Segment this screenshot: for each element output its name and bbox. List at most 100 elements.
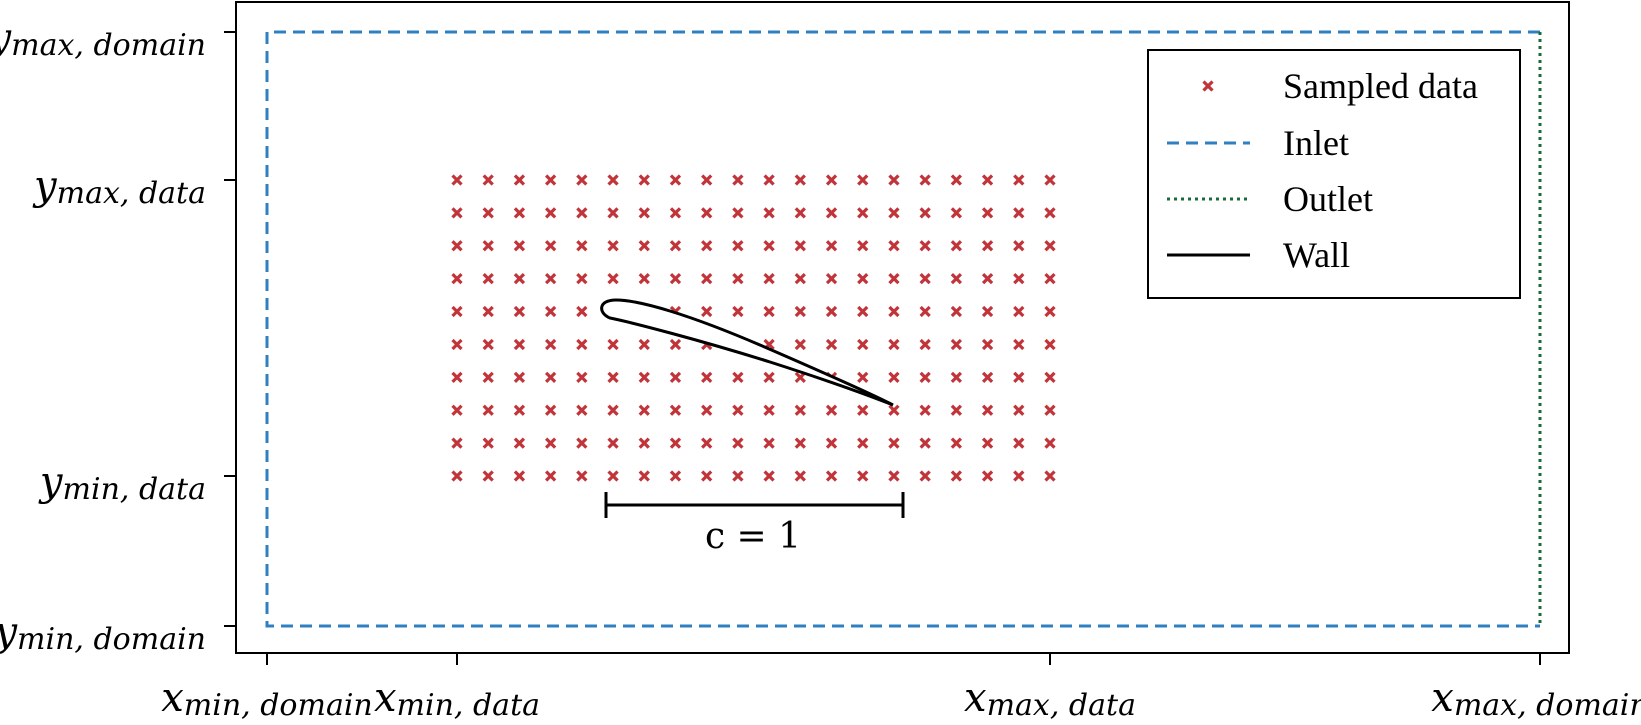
sampled-data-point: [732, 305, 744, 318]
legend-item-sampled: Sampled data: [1202, 66, 1478, 106]
sampled-data-point: [794, 338, 806, 351]
sampled-data-point: [669, 437, 682, 449]
sampled-data-point: [763, 174, 775, 186]
sampled-data-point: [888, 437, 900, 449]
sampled-data-point: [451, 371, 463, 383]
sampled-data-point: [763, 273, 775, 285]
sampled-data-point: [451, 470, 463, 482]
sampled-data-point: [638, 240, 650, 252]
sampled-data-point: [1013, 207, 1025, 219]
sampled-data-point: [482, 240, 494, 252]
sampled-data-point: [919, 404, 931, 416]
sampled-data-point: [638, 437, 650, 449]
sampled-data-point: [701, 207, 713, 219]
sampled-data-point: [1044, 470, 1056, 482]
sampled-data-point: [545, 174, 557, 186]
y-axis: [224, 31, 236, 627]
sampled-data-point: [669, 338, 682, 351]
sampled-data-point: [857, 404, 869, 416]
sampled-data-point: [888, 371, 900, 383]
sampled-data-point: [451, 437, 463, 449]
x-tick-min-data: xmin, data: [374, 675, 540, 723]
x-tick-min-domain: xmin, domain: [161, 675, 373, 723]
sampled-data-point: [576, 371, 588, 383]
sampled-data-point: [638, 470, 650, 482]
sampled-data-point: [950, 437, 962, 449]
sampled-data-point: [1013, 470, 1025, 482]
sampled-data-point: [732, 371, 744, 383]
sampled-data-point: [669, 240, 682, 252]
sampled-data-marker: [1202, 80, 1214, 92]
sampled-data-point: [919, 240, 931, 252]
sampled-data-point: [950, 207, 962, 219]
sampled-data-point: [482, 437, 494, 449]
sampled-data-point: [482, 174, 494, 186]
sampled-data-point: [451, 207, 463, 219]
sampled-data-point: [607, 470, 619, 482]
sampled-data-point: [701, 240, 713, 252]
sampled-data-point: [981, 371, 994, 383]
sampled-data-point: [638, 404, 650, 416]
sampled-data-point: [545, 338, 557, 351]
sampled-data-point: [888, 305, 900, 318]
sampled-data-point: [981, 437, 994, 449]
y-tick-max-domain: ymax, domain: [0, 15, 206, 63]
sampled-data-point: [607, 437, 619, 449]
sampled-data-point: [763, 404, 775, 416]
sampled-data-point: [857, 305, 869, 318]
sampled-data-point: [576, 470, 588, 482]
x-tick-labels: xmin, domain xmin, data xmax, data xmax,…: [161, 675, 1641, 723]
sampled-data-point: [981, 470, 994, 482]
sampled-data-point: [576, 273, 588, 285]
sampled-data-point: [669, 470, 682, 482]
sampled-data-point: [545, 305, 557, 318]
sampled-data-point: [919, 338, 931, 351]
sampled-data-point: [482, 305, 494, 318]
sampled-data-point: [701, 371, 713, 383]
legend-item-wall: Wall: [1167, 235, 1350, 275]
chord-indicator: c = 1: [604, 492, 905, 557]
sampled-data-point: [981, 404, 994, 416]
sampled-data-point: [607, 240, 619, 252]
sampled-data-point: [825, 437, 838, 449]
sampled-data-point: [888, 240, 900, 252]
sampled-data-point: [701, 273, 713, 285]
sampled-data-point: [888, 207, 900, 219]
y-tick-max-data: ymax, data: [32, 163, 206, 211]
sampled-data-point: [513, 404, 526, 416]
sampled-data-point: [950, 470, 962, 482]
sampled-data-point: [451, 305, 463, 318]
x-tick-max-data: xmax, data: [964, 675, 1136, 723]
sampled-data-point: [545, 273, 557, 285]
sampled-data-point: [513, 371, 526, 383]
sampled-data-point: [950, 371, 962, 383]
sampled-data-point: [513, 174, 526, 186]
sampled-data-point: [950, 305, 962, 318]
sampled-data-point: [669, 404, 682, 416]
sampled-data-point: [545, 371, 557, 383]
sampled-data-point: [825, 305, 838, 318]
legend-label-outlet: Outlet: [1283, 179, 1373, 219]
sampled-data-point: [857, 470, 869, 482]
sampled-data-point: [981, 207, 994, 219]
sampled-data-point: [451, 404, 463, 416]
sampled-data-point: [638, 174, 650, 186]
sampled-data-point: [825, 470, 838, 482]
sampled-data-point: [482, 404, 494, 416]
sampled-data-point: [545, 207, 557, 219]
sampled-data-point: [669, 371, 682, 383]
chord-label: c = 1: [705, 516, 801, 557]
sampled-data-point: [763, 207, 775, 219]
sampled-data-point: [513, 273, 526, 285]
sampled-data-point: [919, 437, 931, 449]
sampled-data-point: [919, 273, 931, 285]
sampled-data-point: [794, 240, 806, 252]
sampled-data-point: [950, 174, 962, 186]
sampled-data-point: [701, 174, 713, 186]
sampled-data-point: [482, 273, 494, 285]
sampled-data-point: [576, 174, 588, 186]
legend-label-wall: Wall: [1283, 235, 1350, 275]
sampled-data-point: [576, 305, 588, 318]
sampled-data-point: [763, 470, 775, 482]
sampled-data-point: [1013, 240, 1025, 252]
